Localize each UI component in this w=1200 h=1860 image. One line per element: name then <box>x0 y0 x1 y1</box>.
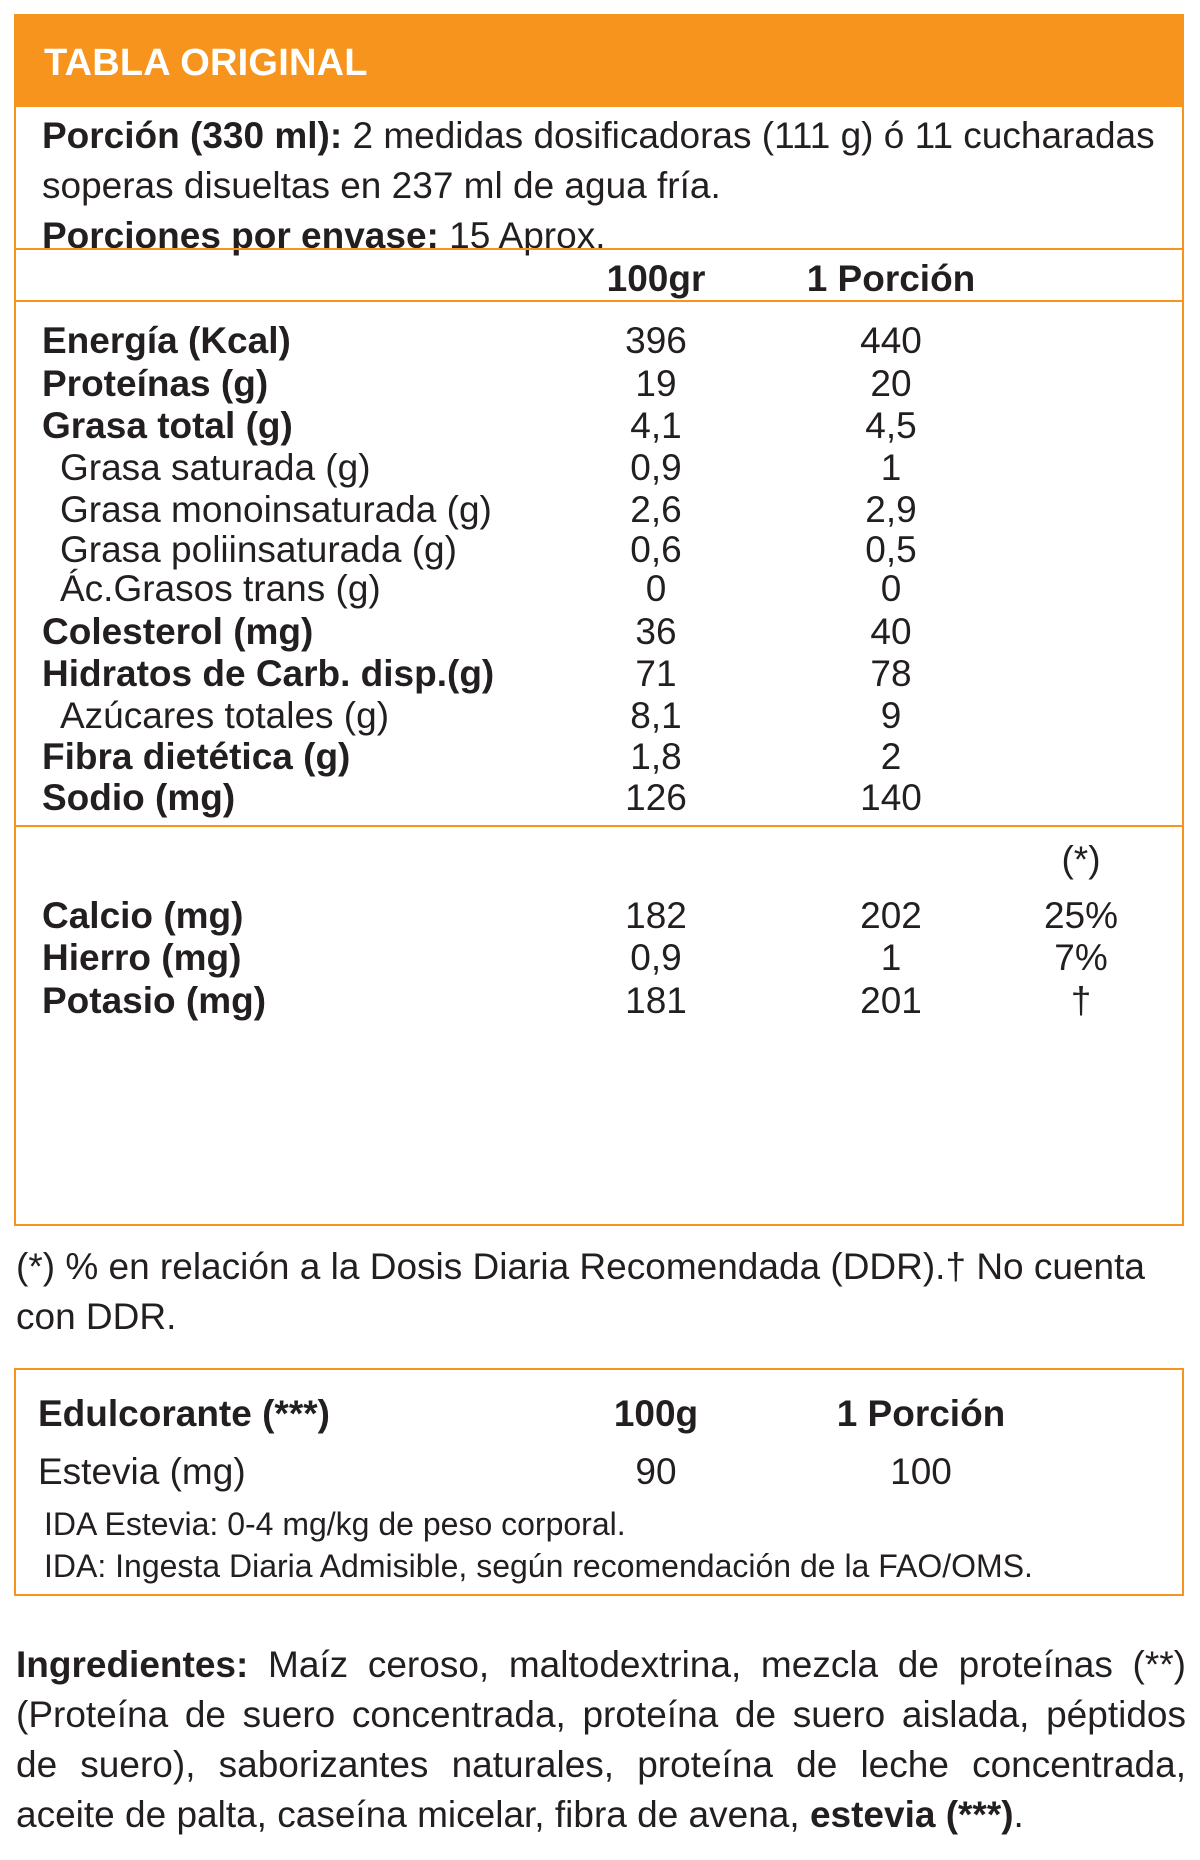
ingredients-label: Ingredientes: <box>16 1644 249 1685</box>
nutrient-value-portion: 0,5 <box>865 529 917 570</box>
nutrient-value-100gr: 1,8 <box>630 736 682 777</box>
sweetener-note-ida: IDA Estevia: 0-4 mg/kg de peso corporal. <box>44 1506 626 1542</box>
sweetener-row-portion: 100 <box>890 1451 952 1492</box>
nutrient-value-100gr: 0,9 <box>630 447 682 488</box>
sweetener-note-definition: IDA: Ingesta Diaria Admisible, según rec… <box>44 1548 1033 1584</box>
sweetener-header-label: Edulcorante (***) <box>38 1393 330 1434</box>
nutrient-value-portion: 40 <box>870 611 912 652</box>
nutrient-value-portion: 1 <box>880 447 902 488</box>
sweetener-table: Edulcorante (***) 100g 1 Porción Estevia… <box>14 1368 1184 1596</box>
sweetener-col-100g: 100g <box>613 1393 699 1434</box>
nutrient-label: Grasa saturada (g) <box>60 447 371 488</box>
nutrient-value-100gr: 71 <box>635 653 677 694</box>
nutrient-value-portion: 9 <box>880 695 902 736</box>
nutrient-value-portion: 78 <box>870 653 912 694</box>
serving-info: Porción (330 ml): 2 medidas dosificadora… <box>42 111 1182 261</box>
mineral-ddr: 25% <box>1043 895 1119 936</box>
mineral-value-100gr: 181 <box>625 980 687 1021</box>
nutrient-value-100gr: 2,6 <box>630 489 682 530</box>
sweetener-col-portion: 1 Porción <box>836 1393 1006 1434</box>
ingredients-bold-tail: estevia (***) <box>809 1794 1014 1835</box>
nutrient-label: Grasa poliinsaturada (g) <box>60 529 457 570</box>
ingredients-end: . <box>1013 1794 1024 1835</box>
portion-label: Porción (330 ml): <box>42 115 343 156</box>
mineral-label: Potasio (mg) <box>42 980 267 1021</box>
nutrient-label: Hidratos de Carb. disp.(g) <box>42 653 495 694</box>
nutrient-label: Azúcares totales (g) <box>60 695 390 736</box>
mineral-value-portion: 201 <box>860 980 922 1021</box>
mineral-ddr: 7% <box>1054 937 1108 978</box>
divider <box>16 248 1182 250</box>
nutrient-value-100gr: 36 <box>635 611 677 652</box>
nutrient-value-100gr: 126 <box>625 777 687 818</box>
nutrient-label: Grasa monoinsaturada (g) <box>60 489 492 530</box>
nutrient-value-100gr: 4,1 <box>630 405 682 446</box>
nutrient-value-100gr: 396 <box>625 320 687 361</box>
table-title: TABLA ORIGINAL <box>16 16 1182 107</box>
nutrient-value-portion: 0 <box>880 568 902 609</box>
nutrient-label: Ác.Grasos trans (g) <box>60 568 381 609</box>
nutrient-value-100gr: 0,6 <box>630 529 682 570</box>
mineral-label: Hierro (mg) <box>42 937 242 978</box>
nutrition-table: TABLA ORIGINAL Porción (330 ml): 2 medid… <box>14 14 1184 1226</box>
nutrient-value-portion: 20 <box>870 363 912 404</box>
nutrient-label: Energía (Kcal) <box>42 320 291 361</box>
mineral-label: Calcio (mg) <box>42 895 244 936</box>
mineral-value-portion: 202 <box>860 895 922 936</box>
footnote: (*) % en relación a la Dosis Diaria Reco… <box>16 1246 1145 1337</box>
column-header-portion: 1 Porción <box>806 258 976 299</box>
sweetener-row-100g: 90 <box>635 1451 677 1492</box>
ingredients: Ingredientes: Maíz ceroso, maltodextrina… <box>16 1640 1186 1840</box>
mineral-value-100gr: 182 <box>625 895 687 936</box>
mineral-value-portion: 1 <box>880 937 902 978</box>
mineral-ddr: † <box>1070 980 1092 1021</box>
nutrient-label: Sodio (mg) <box>42 777 236 818</box>
divider <box>16 300 1182 302</box>
nutrient-value-100gr: 0 <box>645 568 667 609</box>
nutrient-label: Fibra dietética (g) <box>42 736 351 777</box>
nutrient-label: Colesterol (mg) <box>42 611 314 652</box>
column-header-100gr: 100gr <box>606 258 706 299</box>
nutrient-value-100gr: 19 <box>635 363 677 404</box>
nutrient-value-portion: 2,9 <box>865 489 917 530</box>
nutrient-value-portion: 4,5 <box>865 405 917 446</box>
mineral-value-100gr: 0,9 <box>630 937 682 978</box>
nutrient-value-portion: 2 <box>880 736 902 777</box>
nutrient-label: Proteínas (g) <box>42 363 269 404</box>
nutrient-value-portion: 440 <box>860 320 922 361</box>
sweetener-row-label: Estevia (mg) <box>38 1451 246 1492</box>
nutrient-value-100gr: 8,1 <box>630 695 682 736</box>
nutrient-label: Grasa total (g) <box>42 405 293 446</box>
ingredients-text: Maíz ceroso, maltodextrina, mezcla de pr… <box>16 1644 1186 1835</box>
ddr-header: (*) <box>1061 839 1101 880</box>
portion-text: 2 medidas dosificadoras (111 g) ó 11 cuc… <box>42 115 1155 206</box>
nutrient-value-portion: 140 <box>860 777 922 818</box>
divider <box>16 825 1182 827</box>
